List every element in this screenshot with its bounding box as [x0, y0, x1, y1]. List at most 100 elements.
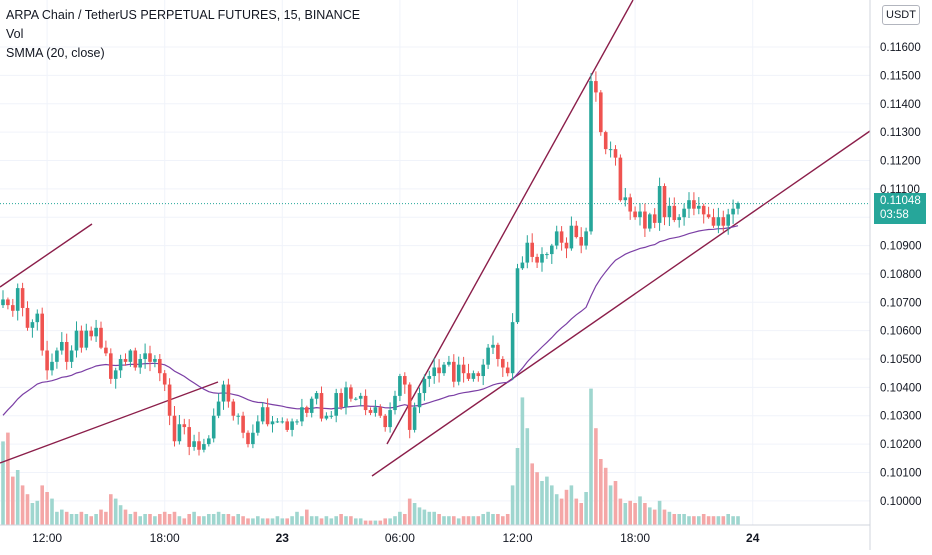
- volume-bar: [432, 511, 436, 525]
- candle-body: [319, 393, 324, 419]
- volume-bar: [50, 498, 54, 525]
- y-tick-label: 0.10200: [880, 439, 922, 451]
- volume-bar: [363, 520, 368, 525]
- symbol-title[interactable]: ARPA Chain / TetherUS PERPETUAL FUTURES,…: [6, 8, 361, 22]
- volume-bar: [476, 516, 481, 525]
- volume-bar: [84, 514, 89, 525]
- volume-bar: [701, 514, 706, 525]
- volume-bar: [74, 514, 79, 525]
- volume-bar: [99, 509, 103, 525]
- volume-bar: [153, 516, 157, 525]
- candle-body: [167, 384, 172, 416]
- candle-body: [349, 387, 353, 399]
- volume-bar: [550, 485, 554, 525]
- candle-body: [662, 186, 667, 218]
- volume-bar: [515, 448, 520, 525]
- candle-body: [530, 242, 534, 257]
- volume-bar: [447, 516, 451, 525]
- volume-bar: [314, 516, 319, 525]
- candle-body: [15, 288, 20, 311]
- volume-bar: [270, 518, 275, 525]
- volume-layer: [1, 388, 740, 525]
- candle-body: [358, 395, 363, 399]
- candle-body: [182, 424, 187, 428]
- volume-bar: [251, 518, 255, 525]
- candle-body: [368, 410, 373, 413]
- volume-bar: [358, 518, 363, 525]
- indicator-volume-label[interactable]: Vol: [6, 27, 24, 41]
- volume-bar: [45, 492, 49, 525]
- y-tick-label: 0.10600: [880, 326, 922, 338]
- volume-bar: [216, 511, 221, 525]
- candle-body: [187, 427, 191, 447]
- candle-body: [731, 208, 735, 215]
- volume-bar: [226, 514, 231, 525]
- last-price-value: 0.11048: [880, 195, 921, 207]
- candle-body: [172, 415, 177, 442]
- candle-body: [550, 245, 554, 255]
- volume-bar: [599, 459, 603, 525]
- volume-bar: [697, 516, 701, 525]
- indicator-smma-label[interactable]: SMMA (20, close): [6, 46, 105, 60]
- candle-body: [40, 313, 44, 351]
- volume-bar: [628, 500, 632, 525]
- y-tick-label: 0.11100: [880, 184, 920, 196]
- candle-body: [334, 393, 338, 416]
- volume-bar: [594, 428, 598, 525]
- volume-bar: [305, 509, 309, 525]
- trendline-drawing: [0, 223, 93, 288]
- volume-bar: [138, 516, 142, 525]
- volume-bar: [113, 498, 118, 525]
- candle-body: [324, 415, 329, 419]
- volume-bar: [324, 516, 329, 525]
- candle-body: [456, 364, 461, 382]
- volume-bar: [530, 463, 534, 525]
- currency-button[interactable]: USDT: [882, 5, 920, 25]
- candle-body: [84, 330, 89, 348]
- candle-body: [608, 149, 613, 151]
- candle-body: [221, 384, 226, 402]
- volume-bar: [603, 467, 608, 525]
- volume-bar: [564, 489, 569, 525]
- candle-body: [711, 217, 716, 226]
- candle-body: [128, 350, 133, 362]
- volume-bar: [104, 511, 108, 525]
- volume-bar: [167, 514, 172, 525]
- trendline-drawing: [0, 381, 219, 464]
- x-tick-label: 24: [746, 531, 760, 545]
- candle-body: [89, 330, 93, 337]
- candle-body: [113, 370, 118, 379]
- candle-body: [99, 327, 103, 348]
- volume-bar: [319, 518, 324, 525]
- volume-bar: [285, 518, 289, 525]
- volume-bar: [89, 516, 93, 525]
- y-tick-label: 0.11300: [880, 127, 921, 139]
- candle-body: [74, 330, 79, 351]
- candle-body: [403, 376, 407, 385]
- candle-body: [211, 415, 216, 439]
- candle-body: [613, 149, 618, 158]
- candle-body: [559, 231, 564, 243]
- candle-body: [314, 393, 319, 399]
- candle-body: [373, 407, 378, 413]
- chart-legend: ARPA Chain / TetherUS PERPETUAL FUTURES,…: [6, 6, 360, 63]
- candle-body: [505, 367, 510, 374]
- volume-bar: [427, 511, 432, 525]
- candle-body: [246, 432, 250, 445]
- volume-bar: [417, 507, 422, 525]
- candle-body: [633, 211, 637, 218]
- candle-body: [354, 398, 358, 400]
- volume-bar: [559, 498, 564, 525]
- candle-body: [491, 344, 495, 348]
- candle-body: [628, 197, 632, 212]
- candle-body: [60, 341, 64, 351]
- y-tick-label: 0.10500: [880, 354, 922, 366]
- candle-layer: [1, 71, 740, 456]
- volume-bar: [1, 441, 5, 525]
- candle-body: [251, 432, 255, 445]
- candle-body: [64, 341, 69, 362]
- candle-body: [285, 421, 289, 430]
- volume-bar: [241, 516, 245, 525]
